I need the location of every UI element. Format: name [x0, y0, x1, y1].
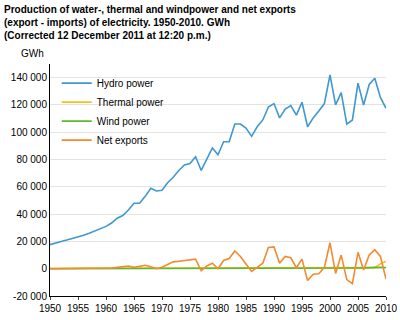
svg-text:1955: 1955 [67, 303, 90, 314]
svg-text:Hydro power: Hydro power [97, 78, 154, 89]
svg-text:40 000: 40 000 [16, 209, 47, 220]
svg-text:100 000: 100 000 [11, 127, 48, 138]
svg-text:2005: 2005 [347, 303, 370, 314]
svg-text:Wind power: Wind power [97, 116, 150, 127]
svg-text:1985: 1985 [235, 303, 258, 314]
svg-text:140 000: 140 000 [11, 72, 48, 83]
svg-text:1995: 1995 [291, 303, 314, 314]
svg-text:GWh: GWh [21, 48, 44, 59]
svg-text:60 000: 60 000 [16, 181, 47, 192]
svg-text:120 000: 120 000 [11, 99, 48, 110]
svg-text:1970: 1970 [151, 303, 174, 314]
svg-text:1980: 1980 [207, 303, 230, 314]
svg-text:0: 0 [41, 263, 47, 274]
svg-text:1960: 1960 [95, 303, 118, 314]
svg-text:1990: 1990 [263, 303, 286, 314]
svg-text:1975: 1975 [179, 303, 202, 314]
svg-text:20 000: 20 000 [16, 236, 47, 247]
svg-text:2010: 2010 [375, 303, 398, 314]
svg-text:1950: 1950 [39, 303, 62, 314]
svg-text:2000: 2000 [319, 303, 342, 314]
svg-text:-20 000: -20 000 [13, 291, 47, 302]
svg-text:Net exports: Net exports [97, 135, 148, 146]
svg-text:Production of water-, thermal: Production of water-, thermal and windpo… [4, 4, 296, 41]
svg-text:80 000: 80 000 [16, 154, 47, 165]
svg-text:1965: 1965 [123, 303, 146, 314]
svg-text:Thermal power: Thermal power [97, 97, 164, 108]
